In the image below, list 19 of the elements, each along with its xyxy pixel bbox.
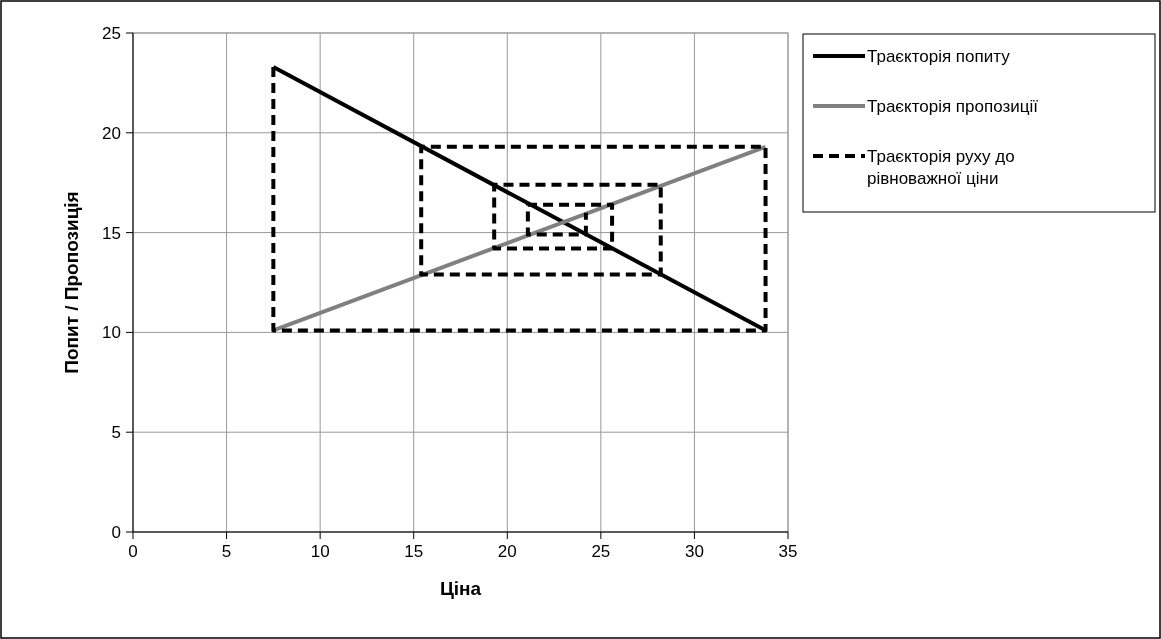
x-tick-label: 20 [497,542,517,561]
x-tick-label: 5 [221,542,232,561]
x-tick-label: 25 [591,542,611,561]
legend-label: Траєкторія руху до рівноважної ціни [867,147,1015,188]
x-axis-title: Ціна [439,578,482,599]
y-axis-title: Попит / Пропозиція [61,191,82,374]
y-tick-label: 0 [111,523,121,542]
legend-label: Траєкторія попиту [867,47,1011,66]
x-tick-label: 10 [310,542,330,561]
y-tick-label: 25 [102,24,121,43]
y-tick-label: 15 [102,223,121,243]
legend-label: Траєкторія пропозиції [867,97,1039,116]
x-tick-label: 35 [778,542,798,561]
x-tick-label: 30 [684,542,704,561]
y-tick-label: 20 [102,123,121,143]
x-tick-label: 15 [404,542,424,561]
y-tick-label: 10 [102,323,121,343]
x-tick-label: 0 [128,542,138,561]
y-tick-label: 5 [111,423,121,443]
